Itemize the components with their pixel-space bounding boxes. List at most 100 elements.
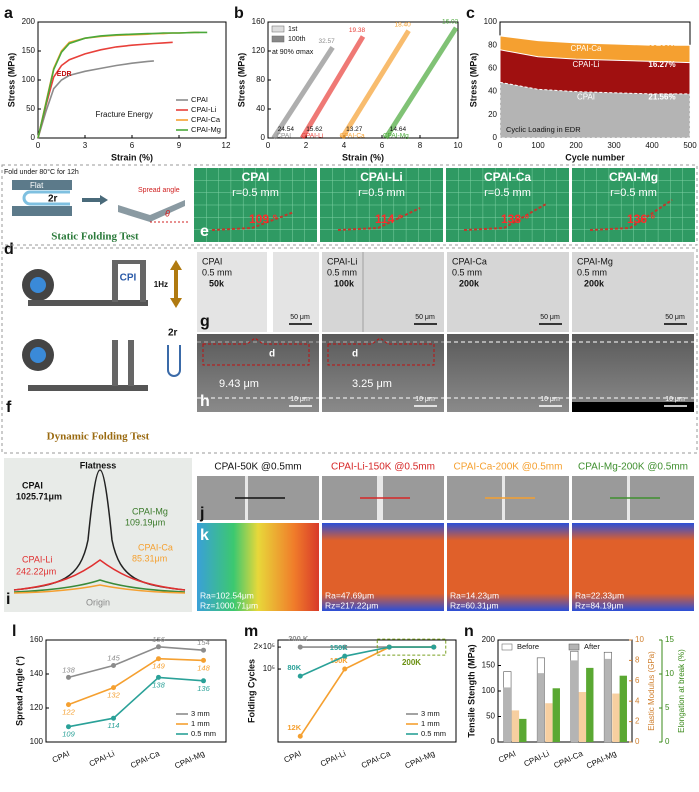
note: Fold under 80°C for 12h xyxy=(4,168,79,176)
x-tick-label: CPAI-Mg xyxy=(173,749,206,771)
y-tick-label: 6 xyxy=(635,676,640,685)
bar xyxy=(519,718,527,742)
folded-sheet xyxy=(211,211,295,231)
arrow-head xyxy=(100,195,108,205)
crack-outline xyxy=(327,337,435,366)
legend-label: CPAI-Ca xyxy=(191,115,221,124)
radius-label: 0.5 mm xyxy=(327,267,357,277)
x-tick-label: 100 xyxy=(531,141,545,150)
x-axis-label: Cycle number xyxy=(565,152,625,162)
point xyxy=(342,653,348,659)
radius-label: r=0.5 mm xyxy=(232,187,279,199)
x-tick-label: CPAI xyxy=(497,749,517,765)
panel-title: Static Folding Test xyxy=(51,231,139,243)
legend-label: 0.5 mm xyxy=(191,729,216,738)
legend-label: 0.5 mm xyxy=(421,729,446,738)
radius-label: 0.5 mm xyxy=(452,267,482,277)
bar xyxy=(586,667,594,742)
point xyxy=(201,657,206,663)
x-axis-label: Strain (%) xyxy=(111,152,153,162)
y-tick-label: 150 xyxy=(22,46,36,55)
series-name: CPAI-Li xyxy=(573,60,600,69)
scale-label: 10 μm xyxy=(290,396,310,403)
column xyxy=(128,340,134,386)
ra-label: Ra=22.33μm xyxy=(575,590,624,600)
cycles-label: 200k xyxy=(459,278,480,288)
y-tick-label: 100 xyxy=(22,75,36,84)
bar xyxy=(545,703,553,742)
angle-label: 109 ° xyxy=(249,212,277,226)
data-label: 145 xyxy=(107,653,120,662)
y-tick-label: 8 xyxy=(635,656,640,665)
folded-sheet xyxy=(589,199,673,231)
bar xyxy=(503,687,512,742)
data-label: 150K xyxy=(330,643,349,652)
point xyxy=(201,647,206,653)
x-axis-label: Strain (%) xyxy=(342,152,384,162)
plot-frame xyxy=(277,639,457,743)
ra-label: Ra=14.23μm xyxy=(450,590,499,600)
depth-symbol: d xyxy=(352,349,358,360)
flat-label: Flat xyxy=(30,181,44,190)
radius-label: r=0.5 mm xyxy=(358,187,405,199)
y-tick-label: 140 xyxy=(30,669,44,678)
x-tick-label: 200 xyxy=(569,141,583,150)
loop-label: 16.02 xyxy=(442,19,459,26)
legend-note: at 90% σmax xyxy=(272,49,314,56)
y-tick-label: 50 xyxy=(486,712,495,721)
scale-label: 50 μm xyxy=(540,314,560,321)
folded-film xyxy=(167,345,181,377)
series-name: CPAI-Mg xyxy=(383,133,409,140)
panel-letter: m xyxy=(244,623,258,640)
legend-label: CPAI-Mg xyxy=(191,125,221,134)
x-tick-label: CPAI-Mg xyxy=(585,749,618,771)
panel-letter: g xyxy=(200,313,210,330)
panel-letter: h xyxy=(200,393,210,410)
series-area xyxy=(499,81,691,139)
spread-film xyxy=(118,200,185,222)
rz-label: Rz=60.31μm xyxy=(450,600,499,610)
series-name: CPAI-Ca xyxy=(571,44,603,53)
flatness-value: 85.31μm xyxy=(132,553,167,563)
y-tick-label: 5 xyxy=(665,703,670,712)
annotation: EDR xyxy=(57,71,72,78)
loop-label: 19.38 xyxy=(349,27,366,34)
data-label: 148 xyxy=(197,663,210,672)
panel-letter: e xyxy=(200,223,209,240)
annotation: 200K xyxy=(402,658,421,667)
flatness-name: CPAI-Ca xyxy=(138,542,173,552)
folded-film xyxy=(22,190,70,206)
image-title: CPAI-Li-150K @0.5mm xyxy=(331,462,435,473)
panel-letter: f xyxy=(6,399,12,416)
profile-curve xyxy=(13,469,186,591)
micrograph xyxy=(322,334,444,412)
point xyxy=(111,685,116,691)
height-map xyxy=(197,523,319,611)
y-tick-label: 100 xyxy=(484,17,498,26)
sample-label: CPAI-Ca xyxy=(484,170,531,184)
x-tick-label: 4 xyxy=(342,141,347,150)
data-label: 12K xyxy=(287,723,301,732)
flatness-value: 242.22μm xyxy=(16,566,56,576)
base xyxy=(28,385,148,391)
point xyxy=(66,702,71,708)
ra-label: Ra=47.69μm xyxy=(325,590,374,600)
scale-label: 10 μm xyxy=(415,396,435,403)
series-line xyxy=(68,676,204,728)
data-label: 156 xyxy=(152,635,165,644)
sample-label: CPAI-Ca xyxy=(452,256,487,266)
panel-f: f CPI 1Hz 2r Dynamic Folding Test xyxy=(6,260,182,443)
x-tick-label: 12 xyxy=(222,141,231,150)
y-axis-label: Spread Angle (°) xyxy=(14,656,24,726)
plot-frame xyxy=(45,639,227,743)
point xyxy=(156,644,161,650)
micrograph xyxy=(197,252,319,332)
panel-i: Flatness CPAI 1025.71μm CPAI-Mg 109.19μm… xyxy=(4,458,192,612)
point xyxy=(111,663,116,668)
x-tick-label: CPAI xyxy=(283,749,303,765)
y-tick-label: 60 xyxy=(488,64,497,73)
legend-label: 1 mm xyxy=(191,719,210,728)
flatness-name: CPAI-Mg xyxy=(132,506,168,516)
point xyxy=(342,666,348,672)
data-label: 136 xyxy=(197,684,210,693)
